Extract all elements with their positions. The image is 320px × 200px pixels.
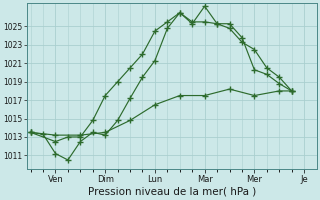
X-axis label: Pression niveau de la mer( hPa ): Pression niveau de la mer( hPa ) — [88, 187, 256, 197]
